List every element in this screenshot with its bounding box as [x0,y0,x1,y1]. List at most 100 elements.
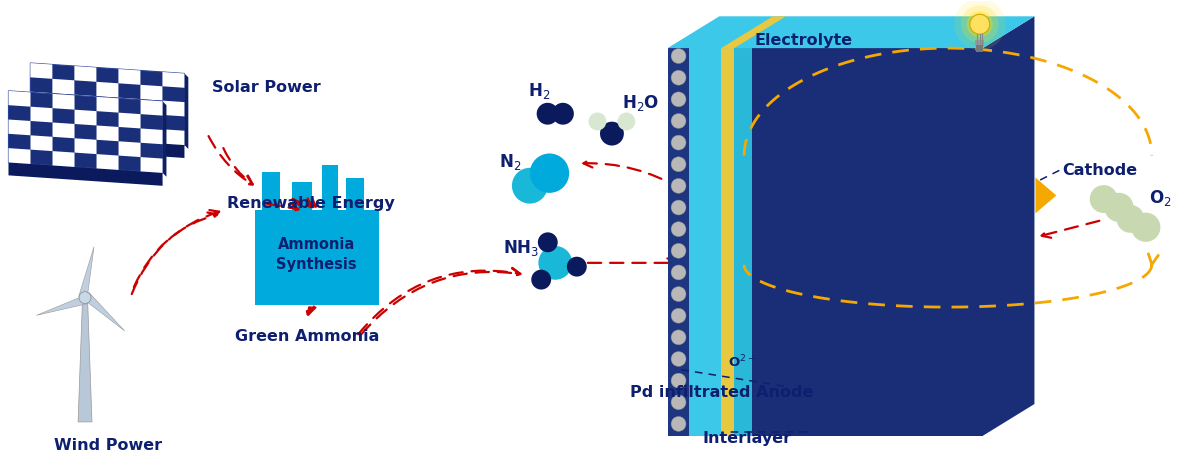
Circle shape [512,168,547,204]
Circle shape [79,292,91,304]
Polygon shape [721,48,734,436]
Circle shape [961,5,998,43]
Circle shape [671,200,686,215]
Polygon shape [96,125,119,141]
Polygon shape [74,138,96,154]
Text: H$_2$O: H$_2$O [622,93,659,113]
Circle shape [671,330,686,345]
Polygon shape [140,100,162,115]
Polygon shape [78,298,92,422]
Polygon shape [667,16,1034,48]
Circle shape [671,417,686,431]
Polygon shape [96,154,119,170]
Text: Ammonia
Synthesis: Ammonia Synthesis [276,238,356,272]
Circle shape [671,308,686,323]
Polygon shape [734,48,752,436]
Polygon shape [53,107,74,124]
Circle shape [970,14,990,34]
Polygon shape [162,129,185,145]
Polygon shape [162,101,167,177]
Text: N$_2$: N$_2$ [498,152,521,172]
Polygon shape [346,178,364,210]
Polygon shape [74,110,96,125]
Circle shape [1104,193,1134,222]
Polygon shape [119,69,140,85]
Polygon shape [53,123,74,138]
Polygon shape [53,94,74,110]
Polygon shape [30,107,53,123]
Polygon shape [185,74,188,149]
Polygon shape [667,48,690,436]
Circle shape [618,113,635,131]
Polygon shape [30,63,185,145]
Polygon shape [293,182,312,210]
Polygon shape [30,134,185,158]
Text: NH$_3$: NH$_3$ [503,238,539,258]
Polygon shape [30,63,53,79]
Circle shape [1132,213,1160,242]
Polygon shape [119,113,140,128]
Circle shape [954,0,1006,50]
Polygon shape [74,95,96,111]
Circle shape [566,256,587,276]
Circle shape [671,48,686,64]
Text: Cathode: Cathode [1062,163,1138,178]
Polygon shape [721,16,786,48]
Circle shape [671,395,686,410]
Circle shape [671,222,686,237]
Polygon shape [690,48,721,436]
Polygon shape [30,135,53,151]
Circle shape [1116,205,1145,233]
Circle shape [671,352,686,366]
Text: H$_2$: H$_2$ [528,81,551,101]
Text: Electrolyte: Electrolyte [755,33,853,48]
Polygon shape [162,101,185,116]
Polygon shape [140,157,162,173]
Polygon shape [30,120,53,136]
Text: O$_2$: O$_2$ [1148,188,1171,208]
Polygon shape [53,151,74,167]
Text: Solar Power: Solar Power [212,80,322,95]
Polygon shape [8,91,30,107]
Circle shape [671,114,686,128]
Circle shape [967,11,992,37]
Polygon shape [162,72,185,88]
Circle shape [671,286,686,302]
Polygon shape [30,92,53,107]
Circle shape [588,113,606,131]
Polygon shape [74,124,96,139]
Circle shape [532,270,551,290]
Text: O$^{2-}$: O$^{2-}$ [728,354,756,370]
Polygon shape [84,293,125,331]
Circle shape [600,122,624,145]
Text: Wind Power: Wind Power [54,438,162,453]
Polygon shape [8,91,162,173]
Polygon shape [983,16,1034,436]
Text: Green Ammonia: Green Ammonia [234,329,379,344]
Polygon shape [96,111,119,126]
FancyBboxPatch shape [976,40,984,46]
Circle shape [671,135,686,150]
Polygon shape [53,79,74,95]
Circle shape [552,103,574,124]
Polygon shape [119,141,140,157]
Polygon shape [119,98,140,114]
Circle shape [671,373,686,388]
Polygon shape [96,97,119,113]
Polygon shape [322,165,338,210]
Circle shape [671,157,686,171]
Circle shape [536,103,558,124]
Polygon shape [254,210,379,304]
Text: Interlayer: Interlayer [702,431,792,446]
Polygon shape [1036,178,1056,213]
Text: Renewable Energy: Renewable Energy [227,196,395,211]
Text: Pd infiltrated Anode: Pd infiltrated Anode [630,385,812,399]
Circle shape [671,243,686,258]
Polygon shape [140,128,162,144]
Circle shape [538,232,558,252]
Circle shape [539,246,572,280]
Circle shape [671,179,686,193]
Polygon shape [752,48,983,436]
Polygon shape [36,295,88,315]
Polygon shape [140,85,162,101]
